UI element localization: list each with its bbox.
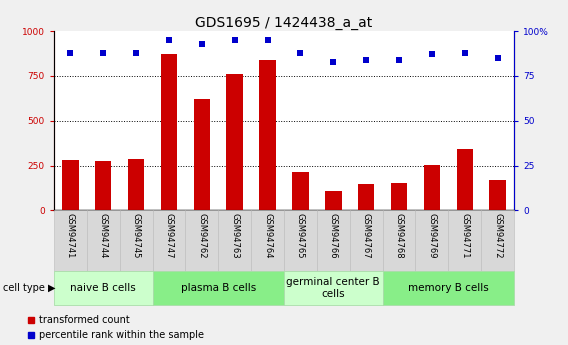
Legend: transformed count, percentile rank within the sample: transformed count, percentile rank withi… xyxy=(28,315,204,340)
Point xyxy=(66,50,75,55)
Text: memory B cells: memory B cells xyxy=(408,283,488,293)
Point xyxy=(165,37,174,43)
Bar xyxy=(120,210,153,271)
Bar xyxy=(350,210,383,271)
Point xyxy=(394,57,403,62)
Bar xyxy=(185,210,218,271)
Text: GSM94762: GSM94762 xyxy=(197,213,206,258)
Text: GSM94767: GSM94767 xyxy=(362,213,371,258)
Text: naive B cells: naive B cells xyxy=(70,283,136,293)
Bar xyxy=(194,99,210,210)
Bar xyxy=(457,149,473,210)
Bar xyxy=(448,210,481,271)
Text: GSM94745: GSM94745 xyxy=(132,213,141,258)
Text: cell type ▶: cell type ▶ xyxy=(3,283,55,293)
Point xyxy=(427,52,436,57)
Point xyxy=(296,50,305,55)
Bar xyxy=(260,60,276,210)
Bar xyxy=(153,210,185,271)
Title: GDS1695 / 1424438_a_at: GDS1695 / 1424438_a_at xyxy=(195,16,373,30)
Text: GSM94765: GSM94765 xyxy=(296,213,305,258)
Bar xyxy=(391,183,407,210)
Bar xyxy=(54,271,153,305)
Text: germinal center B
cells: germinal center B cells xyxy=(286,277,380,299)
Bar xyxy=(218,210,251,271)
Bar xyxy=(128,159,144,210)
Point xyxy=(329,59,338,64)
Point xyxy=(230,37,239,43)
Point xyxy=(362,57,371,62)
Bar xyxy=(95,161,111,210)
Text: GSM94747: GSM94747 xyxy=(165,213,173,258)
Bar xyxy=(284,271,383,305)
Bar xyxy=(284,210,317,271)
Point xyxy=(132,50,141,55)
Bar xyxy=(62,160,78,210)
Bar xyxy=(251,210,284,271)
Bar xyxy=(153,271,284,305)
Text: plasma B cells: plasma B cells xyxy=(181,283,256,293)
Bar xyxy=(490,180,506,210)
Bar xyxy=(481,210,514,271)
Bar xyxy=(325,191,341,210)
Text: GSM94764: GSM94764 xyxy=(263,213,272,258)
Text: GSM94763: GSM94763 xyxy=(230,213,239,258)
Bar xyxy=(317,210,350,271)
Text: GSM94766: GSM94766 xyxy=(329,213,338,258)
Point xyxy=(263,37,272,43)
Bar xyxy=(87,210,120,271)
Bar xyxy=(383,271,514,305)
Bar xyxy=(161,55,177,210)
Point xyxy=(99,50,108,55)
Text: GSM94768: GSM94768 xyxy=(395,213,403,258)
Bar xyxy=(54,210,87,271)
Bar xyxy=(227,74,243,210)
Text: GSM94744: GSM94744 xyxy=(99,213,108,258)
Bar xyxy=(358,184,374,210)
Bar xyxy=(383,210,415,271)
Bar xyxy=(424,165,440,210)
Text: GSM94769: GSM94769 xyxy=(427,213,436,258)
Bar xyxy=(415,210,448,271)
Point xyxy=(460,50,469,55)
Text: GSM94771: GSM94771 xyxy=(460,213,469,258)
Text: GSM94772: GSM94772 xyxy=(493,213,502,258)
Text: GSM94741: GSM94741 xyxy=(66,213,75,258)
Point xyxy=(197,41,206,46)
Point xyxy=(493,55,502,61)
Bar xyxy=(292,172,308,210)
